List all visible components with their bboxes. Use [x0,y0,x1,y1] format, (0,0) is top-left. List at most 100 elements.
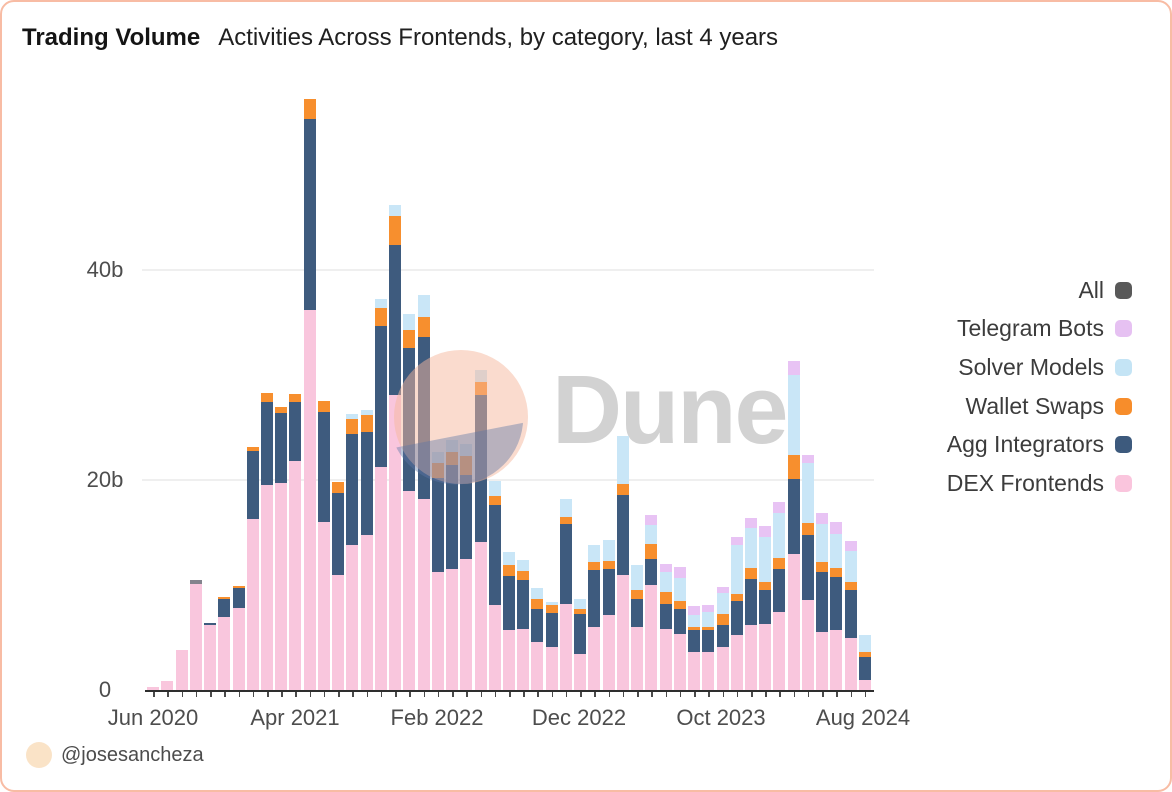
legend: All Telegram Bots Solver Models Wallet S… [947,271,1132,503]
bar-segment-wallet-swaps [844,581,857,591]
bar-jul-2020[interactable] [160,92,174,690]
bar-segment-dex-frontends [175,650,188,690]
bar-aug-2024[interactable] [858,92,872,690]
bar-oct-2023[interactable] [715,92,729,690]
bar-segment-solver-models [602,539,615,561]
bar-segment-dex-frontends [730,635,743,690]
x-axis-month-tick [622,692,625,697]
bar-nov-2022[interactable] [559,92,573,690]
bar-segment-agg-integrators [816,572,829,633]
bar-segment-wallet-swaps [673,600,686,610]
bar-oct-2022[interactable] [545,92,559,690]
bar-sep-2020[interactable] [189,92,203,690]
x-axis-month-tick [352,692,354,697]
bar-dec-2021[interactable] [402,92,416,690]
bar-segment-dex-frontends [688,652,701,690]
bar-segment-wallet-swaps [531,598,544,610]
bar-feb-2023[interactable] [602,92,616,690]
bar-apr-2022[interactable] [459,92,473,690]
x-axis-month-tick [395,692,397,697]
bar-mar-2024[interactable] [787,92,801,690]
bar-feb-2024[interactable] [772,92,786,690]
bar-segment-dex-frontends [531,641,544,690]
bar-jul-2023[interactable] [673,92,687,690]
bar-oct-2021[interactable] [374,92,388,690]
bar-jul-2021[interactable] [331,92,345,690]
bar-nov-2021[interactable] [388,92,402,690]
bar-segment-wallet-swaps [446,451,459,466]
bar-segment-wallet-swaps [360,414,373,432]
bar-segment-solver-models [488,481,501,496]
bar-nov-2023[interactable] [730,92,744,690]
bar-jan-2023[interactable] [587,92,601,690]
bar-sep-2022[interactable] [530,92,544,690]
legend-item-solver-models[interactable]: Solver Models [947,348,1132,387]
bar-may-2023[interactable] [644,92,658,690]
bar-segment-dex-frontends [346,545,359,690]
bar-aug-2021[interactable] [345,92,359,690]
legend-label: Agg Integrators [946,431,1104,458]
bar-aug-2022[interactable] [516,92,530,690]
bar-nov-2020[interactable] [217,92,231,690]
legend-item-all[interactable]: All [947,271,1132,310]
bar-apr-2024[interactable] [801,92,815,690]
bar-aug-2020[interactable] [174,92,188,690]
bar-segment-agg-integrators [830,576,843,631]
bar-dec-2023[interactable] [744,92,758,690]
bar-jun-2021[interactable] [317,92,331,690]
bar-segment-dex-frontends [830,630,843,690]
bar-aug-2023[interactable] [687,92,701,690]
bar-jan-2022[interactable] [416,92,430,690]
bar-segment-dex-frontends [787,553,800,690]
bar-segment-dex-frontends [744,624,757,690]
bar-jan-2021[interactable] [246,92,260,690]
bar-jun-2022[interactable] [488,92,502,690]
bar-segment-dex-frontends [403,490,416,690]
bar-may-2021[interactable] [303,92,317,690]
bar-segment-dex-frontends [773,612,786,690]
bar-segment-solver-models [787,375,800,455]
bar-mar-2021[interactable] [274,92,288,690]
bar-segment-agg-integrators [844,590,857,638]
bar-apr-2021[interactable] [288,92,302,690]
bar-apr-2023[interactable] [630,92,644,690]
bar-may-2024[interactable] [815,92,829,690]
bar-segment-telegram-bots [673,567,686,578]
bar-segment-solver-models [844,551,857,582]
bar-oct-2020[interactable] [203,92,217,690]
legend-item-wallet-swaps[interactable]: Wallet Swaps [947,387,1132,426]
bar-dec-2022[interactable] [573,92,587,690]
bar-mar-2022[interactable] [445,92,459,690]
bar-segment-wallet-swaps [631,590,644,599]
bar-segment-solver-models [673,577,686,601]
bar-jun-2024[interactable] [829,92,843,690]
bar-segment-agg-integrators [858,657,871,680]
bar-segment-agg-integrators [688,630,701,653]
bar-jun-2023[interactable] [658,92,672,690]
bar-jun-2020[interactable] [146,92,160,690]
bar-mar-2023[interactable] [616,92,630,690]
bar-segment-dex-frontends [417,498,430,690]
bar-segment-solver-models [616,435,629,485]
avatar [26,742,52,768]
bar-sep-2023[interactable] [701,92,715,690]
bar-segment-agg-integrators [588,570,601,627]
bar-segment-dex-frontends [502,630,515,690]
legend-item-agg-integrators[interactable]: Agg Integrators [947,425,1132,464]
bar-jan-2024[interactable] [758,92,772,690]
bar-feb-2021[interactable] [260,92,274,690]
bar-jul-2022[interactable] [502,92,516,690]
legend-item-dex-frontends[interactable]: DEX Frontends [947,464,1132,503]
bar-segment-telegram-bots [844,540,857,552]
bar-jul-2024[interactable] [844,92,858,690]
bar-segment-agg-integrators [374,325,387,468]
bar-may-2022[interactable] [473,92,487,690]
bar-segment-agg-integrators [474,394,487,542]
legend-item-telegram-bots[interactable]: Telegram Bots [947,310,1132,349]
bar-sep-2021[interactable] [360,92,374,690]
bar-segment-wallet-swaps [602,560,615,570]
bar-feb-2022[interactable] [431,92,445,690]
bar-dec-2020[interactable] [231,92,245,690]
bar-segment-solver-models [688,615,701,627]
